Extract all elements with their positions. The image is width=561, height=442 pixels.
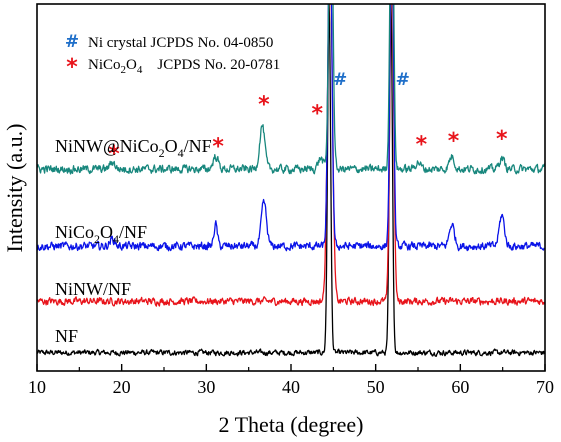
subscript: 4: [178, 146, 184, 160]
subscript: 4: [113, 232, 119, 246]
series-line-0: [37, 4, 545, 357]
label-part: NiCo: [88, 57, 121, 73]
label-part: NiNW/NF: [55, 279, 131, 299]
x-tick-label: 40: [282, 377, 300, 397]
ni-peak-marker: #: [333, 70, 347, 90]
x-tick-label: 10: [28, 377, 46, 397]
series-line-3: [37, 4, 545, 175]
label-part: NiNW@NiCo: [55, 136, 159, 156]
label-part: JCPDS No. 20-0781: [142, 57, 280, 73]
annotation-layer: * * * * * * * # #: [108, 70, 508, 167]
label-part: O: [126, 57, 137, 73]
nico2o4-peak-marker: *: [416, 133, 428, 158]
legend-star-symbol: *: [66, 55, 78, 80]
x-axis-title: 2 Theta (degree): [219, 412, 364, 437]
legend-nico2o4-label: NiCo2O4 JCPDS No. 20-0781: [88, 57, 280, 76]
nico2o4-peak-marker: *: [311, 101, 323, 126]
label-part: /NF: [119, 222, 147, 242]
series-line-2: [37, 4, 545, 252]
label-part: NF: [55, 326, 78, 346]
x-tick-label: 70: [536, 377, 554, 397]
label-part: NiCo: [55, 222, 94, 242]
y-axis-title: Intensity (a.u.): [2, 124, 27, 253]
series-line-1: [37, 4, 545, 307]
nico2o4-peak-marker: *: [496, 127, 508, 152]
legend-hash-symbol: #: [65, 32, 79, 52]
x-tick-label: 30: [197, 377, 215, 397]
label-part: O: [165, 136, 178, 156]
series-label-2: NiCo2O4/NF: [55, 222, 147, 246]
legend: # Ni crystal JCPDS No. 04-0850 * NiCo2O4 JC…: [65, 32, 280, 80]
x-tick-label: 20: [113, 377, 131, 397]
x-axis: 10 20 30 40 50 60 70: [28, 364, 554, 397]
label-part: O: [100, 222, 113, 242]
series-layer: [37, 4, 545, 357]
legend-ni-label: Ni crystal JCPDS No. 04-0850: [88, 35, 273, 51]
label-part: /NF: [184, 136, 212, 156]
nico2o4-peak-marker: *: [108, 142, 120, 167]
series-label-3: NiNW@NiCo2O4/NF: [55, 136, 212, 160]
nico2o4-peak-marker: *: [258, 92, 270, 117]
series-label-1: NiNW/NF: [55, 279, 131, 299]
nico2o4-peak-marker: *: [448, 129, 460, 154]
x-tick-label: 60: [451, 377, 469, 397]
subscript: 4: [137, 64, 143, 76]
subscript: 2: [121, 64, 127, 76]
nico2o4-peak-marker: *: [212, 134, 224, 159]
series-label-0: NF: [55, 326, 78, 346]
subscript: 2: [159, 146, 165, 160]
ni-peak-marker: #: [396, 70, 410, 90]
x-tick-label: 50: [367, 377, 385, 397]
subscript: 2: [94, 232, 100, 246]
